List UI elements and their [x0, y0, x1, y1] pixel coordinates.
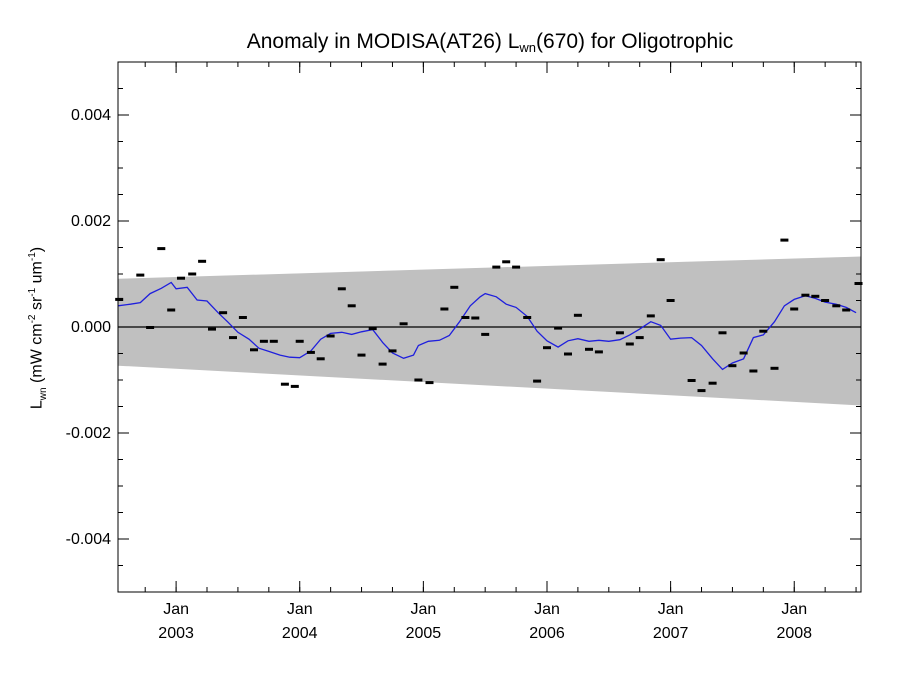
- x-tick-label-month: Jan: [410, 601, 436, 618]
- data-point: [295, 339, 304, 343]
- data-point: [290, 384, 299, 388]
- data-point: [585, 347, 593, 351]
- data-point: [646, 314, 655, 318]
- data-point: [687, 379, 696, 382]
- data-point: [157, 247, 166, 251]
- x-tick-label-year: 2005: [406, 625, 442, 642]
- y-tick-label: -0.004: [66, 531, 111, 548]
- uncertainty-band: [118, 256, 861, 406]
- data-point: [625, 342, 634, 346]
- x-tick-label-year: 2007: [653, 625, 689, 642]
- data-point: [770, 366, 779, 370]
- data-point: [543, 346, 551, 350]
- data-point: [136, 273, 145, 277]
- data-point: [450, 285, 459, 289]
- data-point: [388, 349, 397, 353]
- data-point: [512, 265, 521, 269]
- y-tick-label: 0.004: [71, 107, 111, 124]
- x-tick-label-year: 2008: [776, 625, 812, 642]
- chart-title: Anomaly in MODISA(AT26) Lwn(670) for Oli…: [246, 30, 734, 55]
- data-point: [481, 332, 490, 336]
- data-point: [842, 308, 851, 312]
- data-point: [471, 316, 480, 320]
- data-point: [739, 351, 748, 355]
- monthly-points-layer: [115, 238, 863, 393]
- data-point: [635, 336, 644, 340]
- data-point: [697, 389, 706, 393]
- data-point: [219, 311, 228, 315]
- data-point: [554, 326, 563, 330]
- data-point: [337, 287, 346, 291]
- x-tick-label-month: Jan: [658, 601, 684, 618]
- data-point: [306, 350, 315, 354]
- data-point: [790, 307, 799, 311]
- data-point: [573, 313, 582, 317]
- uncertainty-band-layer: [118, 256, 861, 406]
- y-tick-label: -0.002: [66, 425, 111, 442]
- data-point: [280, 382, 289, 386]
- data-point: [368, 327, 377, 331]
- data-point: [229, 336, 237, 340]
- data-point: [269, 339, 278, 343]
- x-tick-label-year: 2006: [529, 625, 565, 642]
- data-point: [656, 258, 665, 262]
- data-point: [728, 364, 737, 368]
- data-point: [238, 316, 247, 319]
- data-point: [378, 362, 387, 366]
- data-point: [188, 272, 197, 276]
- data-point: [708, 381, 717, 385]
- data-point: [208, 327, 216, 331]
- data-point: [821, 299, 830, 302]
- data-point: [502, 260, 511, 264]
- data-point: [533, 379, 542, 383]
- data-point: [259, 339, 268, 343]
- data-point: [801, 293, 810, 297]
- x-tick-label-year: 2004: [282, 625, 318, 642]
- data-point: [832, 304, 841, 308]
- data-point: [759, 329, 768, 333]
- smoothed-line-layer: [117, 281, 857, 371]
- data-point: [461, 316, 470, 319]
- y-tick-label: 0.000: [71, 319, 111, 336]
- data-point: [854, 282, 863, 285]
- x-tick-label-month: Jan: [163, 601, 189, 618]
- data-point: [414, 378, 423, 382]
- data-point: [167, 308, 176, 312]
- data-point: [666, 299, 675, 302]
- smoothed-anomaly-line: [117, 281, 857, 371]
- x-tick-label-month: Jan: [781, 601, 807, 618]
- data-point: [780, 238, 789, 242]
- data-point: [399, 322, 408, 326]
- data-point: [440, 307, 449, 311]
- data-point: [594, 350, 603, 354]
- x-tick-label-month: Jan: [534, 601, 560, 618]
- x-tick-label-month: Jan: [287, 601, 313, 618]
- data-point: [357, 353, 366, 357]
- data-point: [811, 294, 820, 298]
- x-tick-label-year: 2003: [158, 625, 194, 642]
- axes-layer: -0.004 -0.002 0.000 0.002 0.004 Jan 2003 Jan 200…: [66, 61, 862, 642]
- data-point: [564, 352, 572, 356]
- data-point: [425, 381, 434, 385]
- data-point: [615, 331, 624, 335]
- data-point: [177, 276, 185, 280]
- data-point: [347, 304, 356, 308]
- data-point: [250, 348, 258, 352]
- data-point: [492, 265, 501, 269]
- y-tick-label: 0.002: [71, 213, 111, 230]
- data-point: [115, 297, 124, 301]
- data-point: [326, 334, 335, 338]
- data-point: [316, 357, 325, 361]
- data-point: [718, 331, 727, 335]
- data-point: [198, 259, 207, 263]
- data-point: [749, 369, 758, 373]
- data-point: [146, 326, 155, 329]
- data-point: [523, 316, 532, 319]
